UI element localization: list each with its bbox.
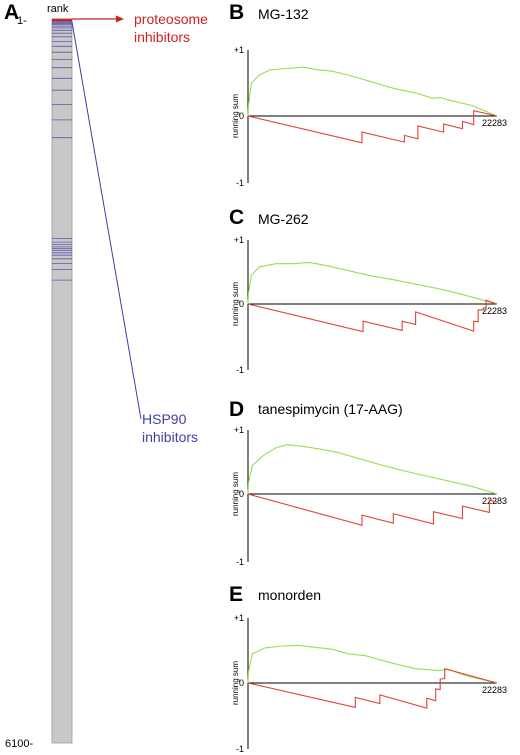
y-tick-label: +1 [234,425,244,435]
y-axis-label: running sum [231,282,240,326]
y-tick-label: -1 [236,365,244,375]
rank-top-label: 1- [17,15,27,27]
rank-hit-lines [52,18,72,281]
y-tick-label: 0 [239,111,244,121]
hsp90-label-line1: HSP90 [142,411,187,427]
rank-header: rank [47,3,69,15]
panel-d: D tanespimycin (17-AAG) +10-122283runnin… [229,398,507,567]
y-tick-label: 0 [239,678,244,688]
proteosome-label-line2: inhibitors [134,29,190,45]
running-sum-curve-up [247,444,498,495]
y-axis-label: running sum [231,472,240,516]
x-end-label: 22283 [482,685,507,695]
panel-letter-a: A [4,1,19,24]
panel-title-d: tanespimycin (17-AAG) [258,401,403,417]
y-tick-label: +1 [234,45,244,55]
y-axis-label: running sum [231,661,240,705]
y-tick-label: 0 [239,489,244,499]
x-end-label: 22283 [482,118,507,128]
y-tick-label: -1 [236,557,244,567]
x-end-label: 22283 [482,306,507,316]
panel-letter-e: E [229,583,243,606]
running-sum-curve-down [247,110,498,144]
running-sum-curve-down [247,667,498,709]
panel-letter-b: B [229,1,244,24]
rank-bar [51,18,73,744]
panel-b: B MG-132 +1 0 -1 22283 running sum [229,1,507,188]
panel-title-c: MG-262 [258,211,309,227]
y-tick-label: +1 [234,613,244,623]
rank-bottom-label: 6100- [5,738,33,750]
panel-letter-c: C [229,206,244,229]
y-tick-label: -1 [236,178,244,188]
panel-e: E monorden +1 0 -1 22283 running sum [229,583,507,754]
panel-title-e: monorden [258,587,321,603]
panel-c: C MG-262 +1 0 -1 22283 running sum [229,206,507,375]
running-sum-curve-down [247,493,498,527]
y-axis-label: running sum [231,94,240,138]
y-tick-label: +1 [234,235,244,245]
running-sum-curve-up [247,644,498,684]
proteosome-label-line1: proteosome [134,11,208,27]
y-tick-label: -1 [236,744,244,754]
panel-letter-d: D [229,398,244,421]
running-sum-curve-up [247,261,498,305]
y-tick-label: 0 [239,299,244,309]
proteosome-arrow-head [116,15,124,23]
hsp90-label-line2: inhibitors [142,429,198,445]
hsp90-pointer-line [71,21,142,420]
running-sum-curve-up [247,66,498,117]
panel-title-b: MG-132 [258,6,309,22]
running-sum-curve-down [247,299,498,333]
